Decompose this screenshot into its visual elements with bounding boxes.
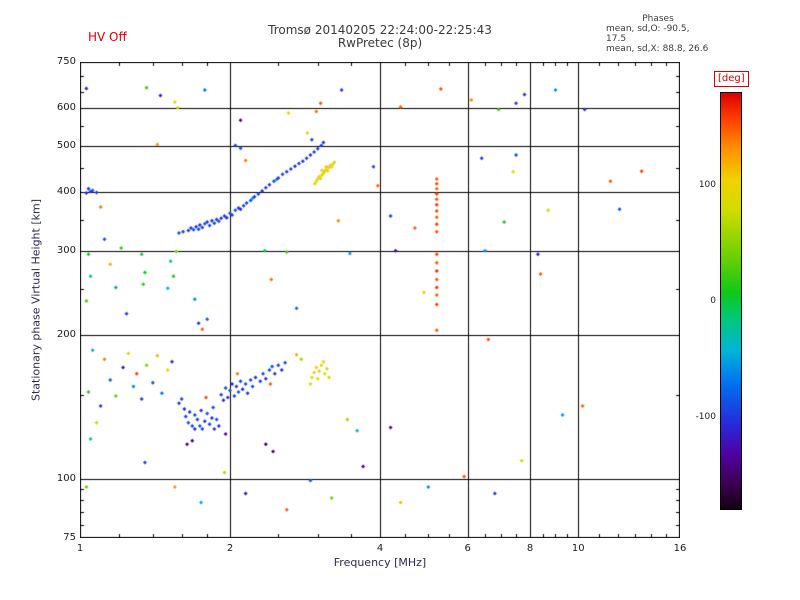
plot-title: Tromsø 20140205 22:24:00-22:25:43 xyxy=(268,23,492,37)
y-tick-label: 300 xyxy=(56,245,76,257)
hv-status-label: HV Off xyxy=(88,30,127,44)
phases-heading: Phases xyxy=(642,14,674,24)
y-tick-label: 500 xyxy=(56,139,76,151)
y-tick-label: 75 xyxy=(63,532,76,543)
colorbar-tick-label: -100 xyxy=(695,412,716,423)
y-axis-label: Stationary phase Virtual Height [km] xyxy=(29,198,43,402)
y-tick-label: 750 xyxy=(56,56,76,67)
x-tick-label: 2 xyxy=(226,543,234,554)
phases-stats-block: Phases mean, sd,O: -90.5, 17.5 mean, sd,… xyxy=(606,14,710,54)
colorbar-tick-label: 100 xyxy=(698,179,716,190)
y-tick-label: 600 xyxy=(56,102,76,114)
x-tick-label: 6 xyxy=(464,543,471,554)
phases-x-mode-stats: mean, sd,X: 88.8, 26.6 xyxy=(606,44,709,54)
y-tick-label: 400 xyxy=(56,185,76,197)
phases-o-mode-stats: mean, sd,O: -90.5, 17.5 xyxy=(606,24,690,44)
x-tick-label: 1 xyxy=(76,543,84,554)
y-tick-label: 200 xyxy=(56,329,76,341)
colorbar-tick-label: 0 xyxy=(710,296,716,306)
x-axis-label: Frequency [MHz] xyxy=(333,556,427,569)
x-tick-label: 10 xyxy=(571,543,585,554)
colorbar-units-label: [deg] xyxy=(714,71,749,87)
x-tick-label: 8 xyxy=(526,543,534,554)
plot-area xyxy=(80,62,680,538)
x-tick-label: 4 xyxy=(376,543,384,554)
colorbar-gradient xyxy=(720,92,742,510)
x-tick-label: 16 xyxy=(673,543,687,554)
scatter-canvas xyxy=(80,62,680,538)
plot-subtitle: RwPretec (8p) xyxy=(337,36,423,50)
y-tick-label: 100 xyxy=(56,472,76,484)
